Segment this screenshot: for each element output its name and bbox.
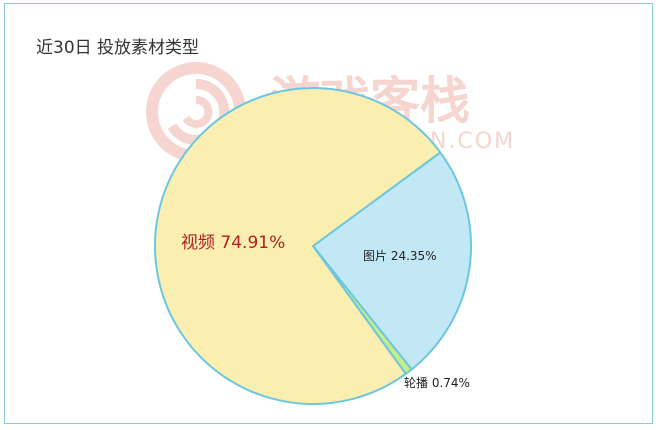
pie-label-image: 图片 24.35% — [363, 249, 437, 263]
pie-slice-video — [154, 87, 442, 405]
pie-label-carousel: 轮播 0.74% — [404, 376, 470, 390]
chart-title: 近30日 投放素材类型 — [36, 38, 200, 58]
pie-slice-image — [312, 151, 473, 371]
pie-label-video: 视频 74.91% — [181, 233, 285, 253]
